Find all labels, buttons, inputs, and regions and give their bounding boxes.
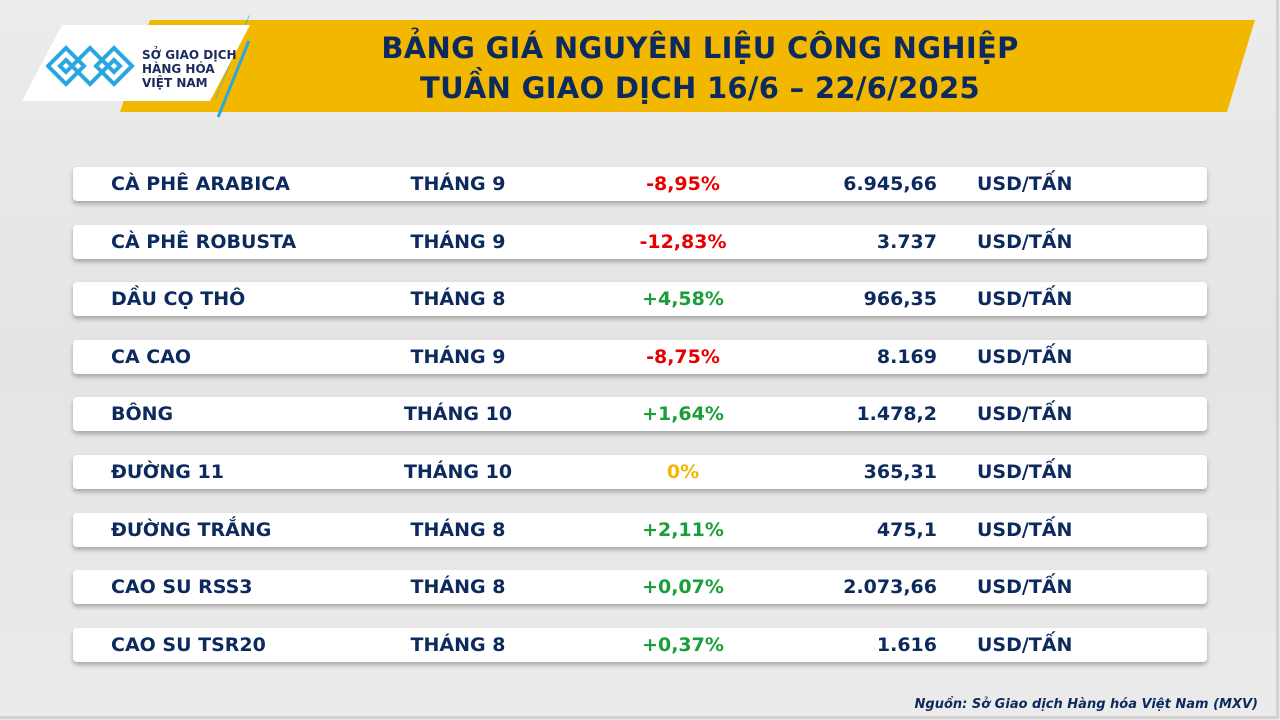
price-change: +2,11% bbox=[642, 518, 724, 541]
source-note: Nguồn: Sở Giao dịch Hàng hóa Việt Nam (M… bbox=[914, 697, 1258, 712]
price-unit: USD/TẤN bbox=[977, 173, 1073, 195]
price-unit: USD/TẤN bbox=[977, 633, 1073, 656]
contract-month: THÁNG 8 bbox=[410, 633, 506, 656]
table-row: CÀ PHÊ ROBUSTA THÁNG 9 -12,83% 3.737 USD/TẤN bbox=[73, 224, 1207, 259]
contract-month: THÁNG 8 bbox=[410, 288, 506, 311]
price-change: -8,75% bbox=[646, 345, 720, 368]
commodity-name: DẦU CỌ THÔ bbox=[111, 288, 246, 311]
price-value: 1.478,2 bbox=[856, 403, 937, 426]
price-change: +1,64% bbox=[642, 403, 724, 426]
contract-month: THÁNG 9 bbox=[410, 173, 506, 195]
commodity-name: CA CAO bbox=[111, 345, 192, 368]
price-unit: USD/TẤN bbox=[977, 461, 1073, 483]
logo bbox=[22, 25, 250, 101]
price-unit: USD/TẤN bbox=[977, 230, 1073, 253]
contract-month: THÁNG 10 bbox=[403, 403, 513, 426]
commodity-name: CAO SU TSR20 bbox=[111, 633, 266, 656]
price-value: 2.073,66 bbox=[843, 576, 937, 599]
table-row: CAO SU RSS3 THÁNG 8 +0,07% 2.073,66 USD/TẤN bbox=[73, 570, 1207, 605]
table-row: CA CAO THÁNG 9 -8,75% 8.169 USD/TẤN bbox=[73, 339, 1207, 374]
price-change: +0,37% bbox=[642, 633, 724, 656]
commodity-name: CÀ PHÊ ARABICA bbox=[111, 173, 290, 195]
price-value: 966,35 bbox=[863, 288, 937, 311]
logo-text: SỞ GIAO DỊCH HÀNG HÓA VIỆT NAM bbox=[142, 48, 237, 90]
logo-line: HÀNG HÓA bbox=[142, 62, 215, 76]
commodity-name: CÀ PHÊ ROBUSTA bbox=[111, 230, 297, 253]
commodity-name: ĐƯỜNG TRẮNG bbox=[111, 518, 272, 541]
commodity-name: CAO SU RSS3 bbox=[111, 576, 253, 599]
price-unit: USD/TẤN bbox=[977, 518, 1073, 541]
table-row: CÀ PHÊ ARABICA THÁNG 9 -8,95% 6.945,66 USD/T… bbox=[73, 167, 1207, 201]
header-banner bbox=[120, 20, 1255, 112]
table-row: DẦU CỌ THÔ THÁNG 8 +4,58% 966,35 USD/TẤN bbox=[73, 282, 1207, 317]
price-change: -8,95% bbox=[646, 173, 720, 195]
price-value: 365,31 bbox=[863, 461, 937, 483]
price-unit: USD/TẤN bbox=[977, 288, 1073, 311]
price-value: 8.169 bbox=[876, 345, 937, 368]
price-value: 1.616 bbox=[876, 633, 937, 656]
price-change: +4,58% bbox=[642, 288, 724, 311]
logo-line: SỞ GIAO DỊCH bbox=[142, 48, 237, 62]
price-value: 6.945,66 bbox=[843, 173, 937, 195]
title-line-1: BẢNG GIÁ NGUYÊN LIỆU CÔNG NGHIỆP bbox=[381, 31, 1019, 65]
contract-month: THÁNG 9 bbox=[410, 345, 506, 368]
price-unit: USD/TẤN bbox=[977, 403, 1073, 426]
table-row: BÔNG THÁNG 10 +1,64% 1.478,2 USD/TẤN bbox=[73, 397, 1207, 432]
logo-line: VIỆT NAM bbox=[142, 76, 208, 90]
contract-month: THÁNG 8 bbox=[410, 518, 506, 541]
mxv-logo-icon bbox=[46, 45, 135, 87]
page-title: BẢNG GIÁ NGUYÊN LIỆU CÔNG NGHIỆP TUẦN GI… bbox=[250, 28, 1150, 108]
price-value: 475,1 bbox=[876, 518, 937, 541]
price-change: +0,07% bbox=[642, 576, 724, 599]
price-change: 0% bbox=[666, 461, 700, 483]
price-change: -12,83% bbox=[639, 230, 727, 253]
commodity-name: ĐƯỜNG 11 bbox=[111, 461, 224, 483]
price-unit: USD/TẤN bbox=[977, 345, 1073, 368]
table-row: ĐƯỜNG 11 THÁNG 10 0% 365,31 USD/TẤN bbox=[73, 455, 1207, 489]
contract-month: THÁNG 9 bbox=[410, 230, 506, 253]
price-value: 3.737 bbox=[876, 230, 937, 253]
title-line-2: TUẦN GIAO DỊCH 16/6 – 22/6/2025 bbox=[420, 71, 980, 105]
contract-month: THÁNG 10 bbox=[403, 461, 513, 483]
table-row: ĐƯỜNG TRẮNG THÁNG 8 +2,11% 475,1 USD/TẤN bbox=[73, 512, 1207, 547]
table-row: CAO SU TSR20 THÁNG 8 +0,37% 1.616 USD/TẤN bbox=[73, 627, 1207, 662]
commodity-name: BÔNG bbox=[111, 403, 174, 426]
contract-month: THÁNG 8 bbox=[410, 576, 506, 599]
price-unit: USD/TẤN bbox=[977, 576, 1073, 599]
